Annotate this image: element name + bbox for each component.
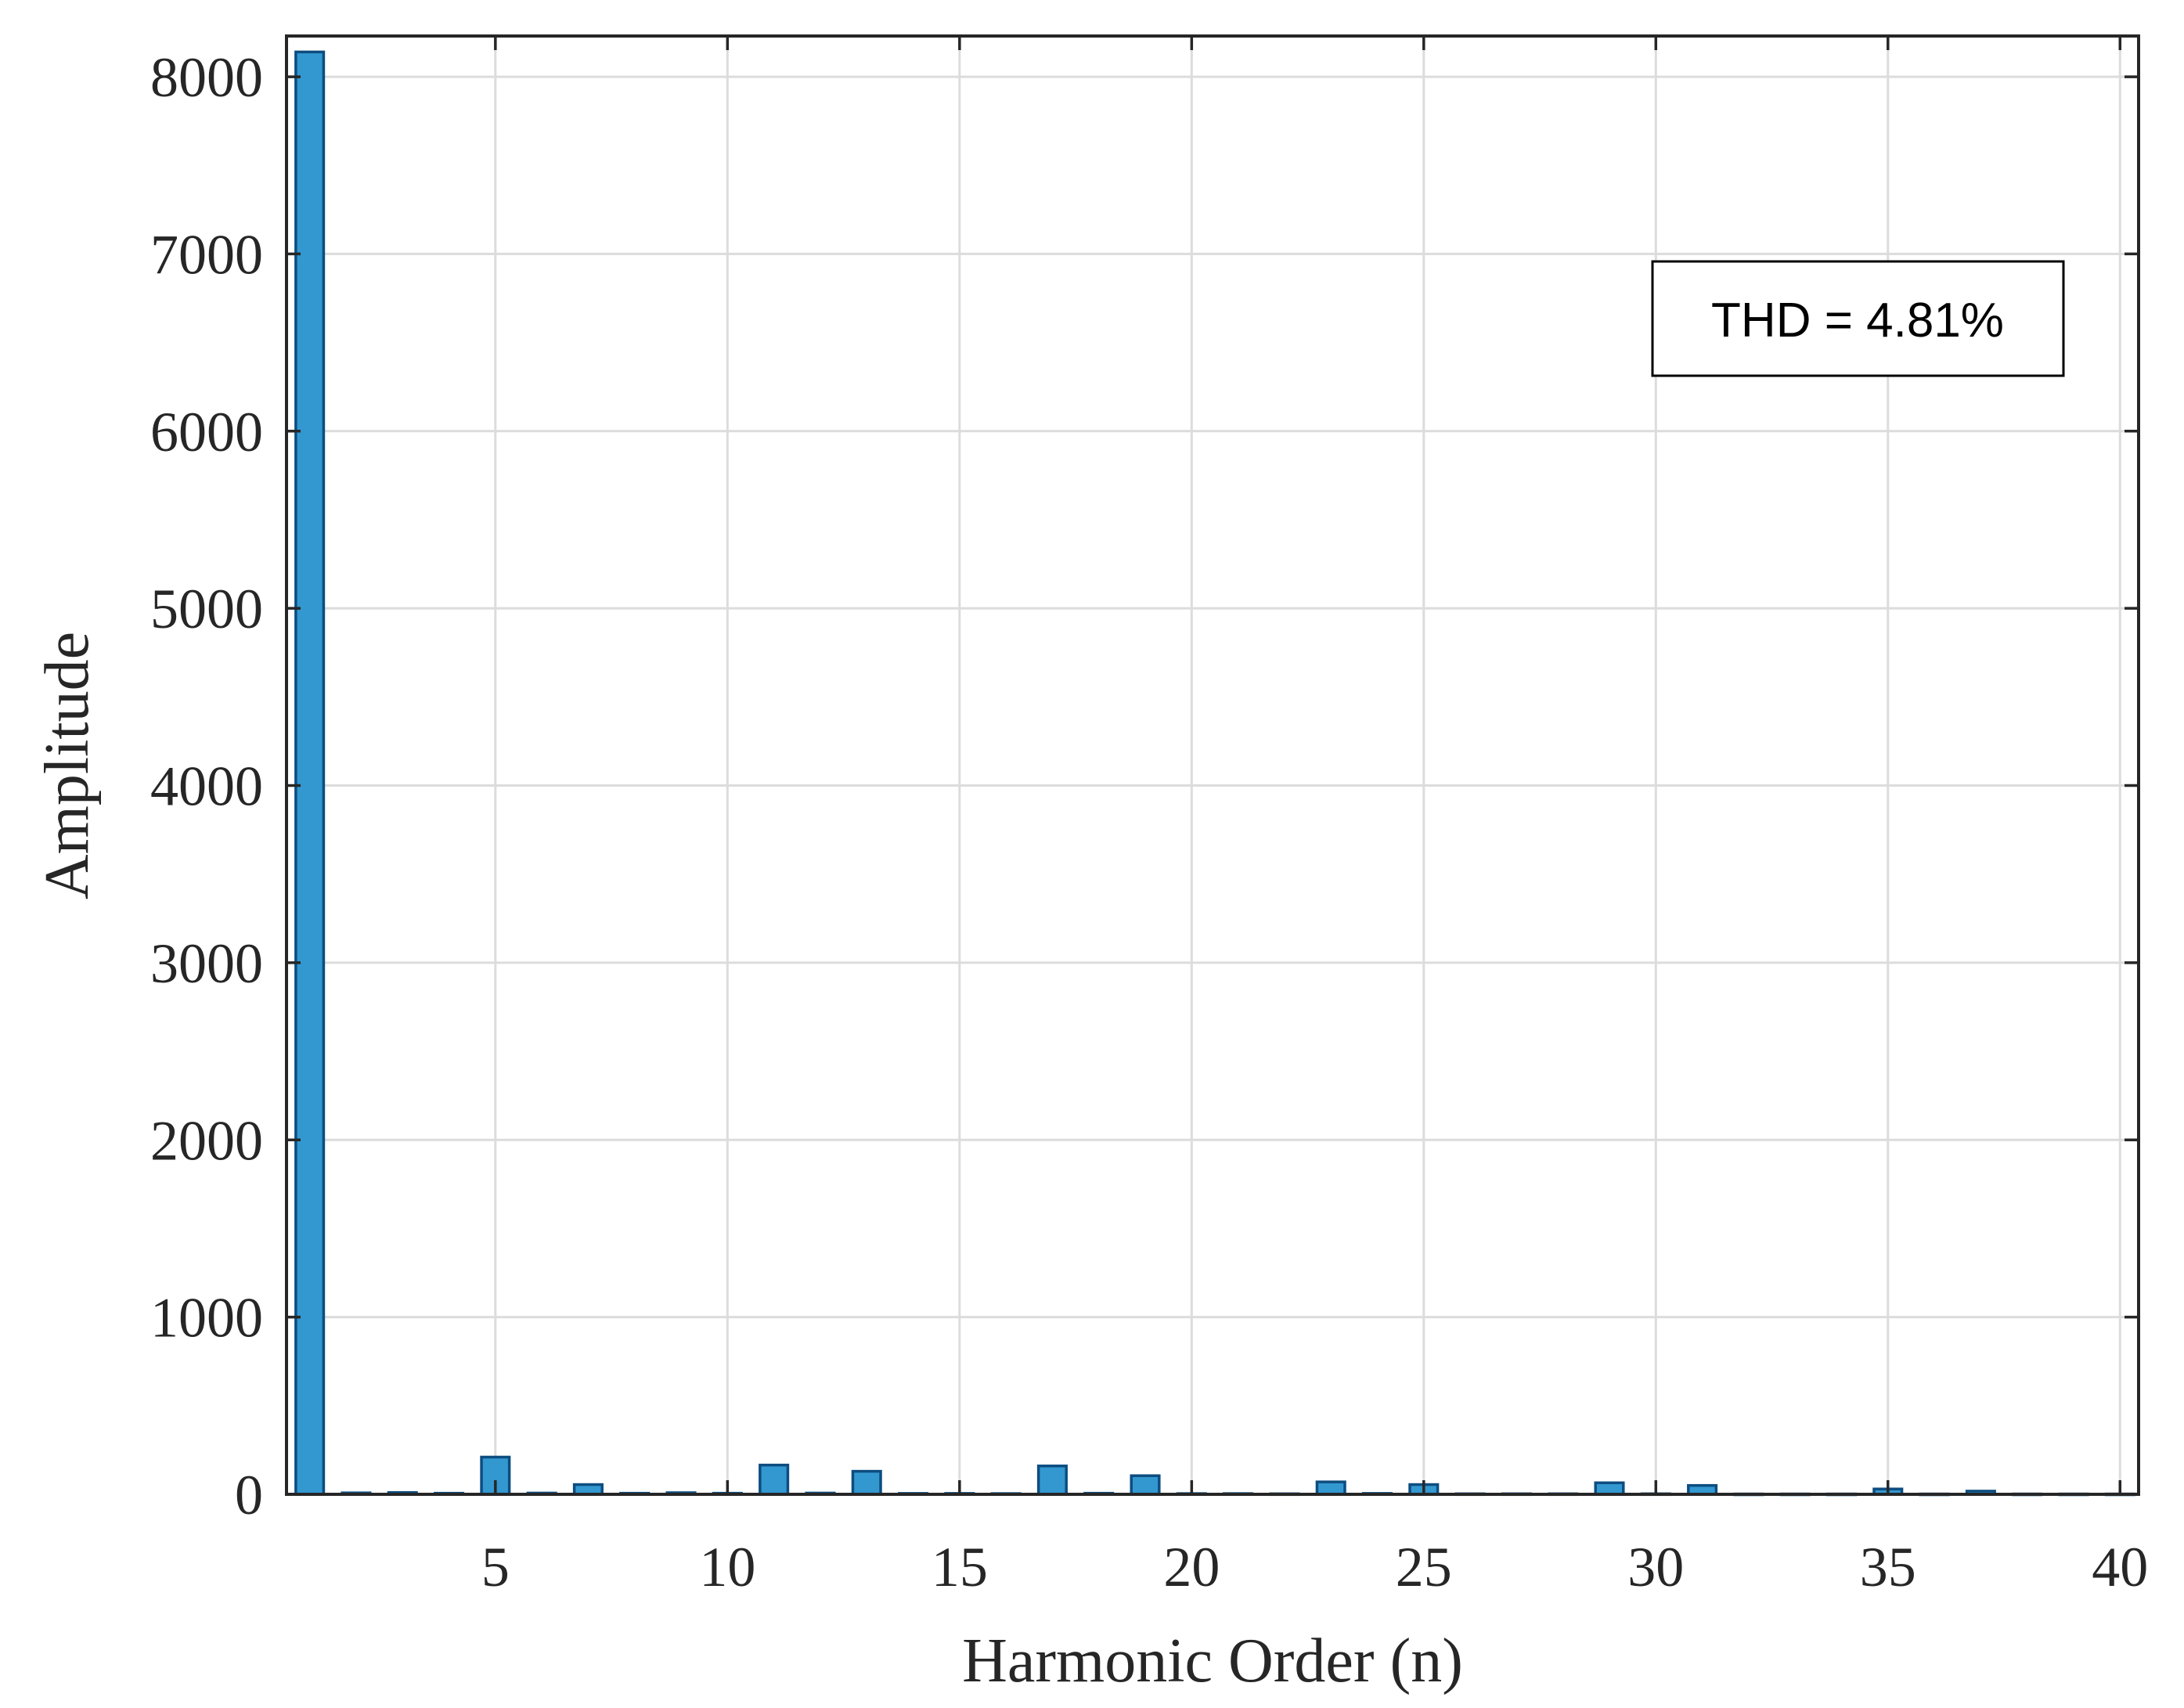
y-tick-label: 1000 (150, 1287, 263, 1349)
x-tick-label: 25 (1396, 1536, 1452, 1598)
bar-harmonic-23 (1315, 1480, 1346, 1496)
y-axis-label: Amplitude (33, 632, 102, 899)
y-tick-label: 8000 (150, 46, 263, 109)
annotation-text: THD = 4.81% (1711, 294, 2004, 348)
plot-frame (285, 34, 2140, 1496)
bar-harmonic-11 (759, 1463, 790, 1496)
y-tick-label: 0 (235, 1464, 263, 1526)
y-tick-label: 3000 (150, 932, 263, 995)
x-tick-label: 40 (2092, 1536, 2148, 1598)
x-tick-label: 10 (699, 1536, 755, 1598)
x-tick-labels: 5 10 15 20 25 30 35 40 (481, 1536, 2148, 1598)
x-tick-label: 30 (1627, 1536, 1684, 1598)
y-tick-label: 4000 (150, 755, 263, 818)
x-tick-label: 15 (932, 1536, 988, 1598)
bar-harmonic-17 (1036, 1465, 1068, 1496)
thd-annotation: THD = 4.81% (1651, 260, 2065, 377)
y-tick-label: 7000 (150, 223, 263, 286)
y-tick-label: 2000 (150, 1109, 263, 1172)
bar-harmonic-29 (1594, 1481, 1625, 1496)
y-tick-label: 5000 (150, 578, 263, 640)
annotation-box (1651, 260, 2065, 377)
y-tick-labels: 0 1000 2000 3000 4000 5000 6000 7000 8000 (150, 46, 263, 1526)
x-tick-label: 20 (1163, 1536, 1220, 1598)
x-tick-label: 35 (1860, 1536, 1916, 1598)
y-tick-label: 6000 (150, 401, 263, 463)
bar-harmonic-1 (294, 50, 326, 1496)
x-tick-label: 5 (481, 1536, 510, 1598)
bar-harmonic-19 (1130, 1474, 1161, 1496)
x-axis-label: Harmonic Order (n) (962, 1627, 1463, 1695)
bar-harmonic-13 (851, 1469, 882, 1496)
